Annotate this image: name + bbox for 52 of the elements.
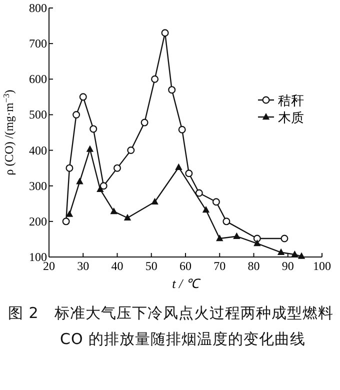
point	[233, 232, 240, 239]
point	[291, 250, 298, 258]
point	[151, 198, 158, 204]
point	[254, 239, 261, 246]
point	[114, 164, 121, 172]
point	[66, 164, 74, 172]
point	[90, 125, 98, 133]
point	[202, 206, 210, 213]
x-tick-label: 60	[180, 259, 192, 273]
point	[253, 234, 261, 242]
point	[62, 218, 70, 226]
point	[127, 146, 135, 154]
point	[178, 126, 186, 134]
point	[86, 145, 94, 152]
legend-label: 秸秆	[278, 94, 304, 109]
y-tick-label: 300	[29, 178, 47, 193]
point	[100, 182, 108, 190]
point	[195, 189, 203, 197]
point	[140, 118, 148, 126]
point	[222, 218, 230, 226]
point	[185, 170, 193, 178]
point	[277, 248, 285, 255]
x-tick-label: 80	[248, 259, 260, 273]
point	[175, 163, 182, 170]
point	[66, 210, 74, 217]
x-tick-label: 50	[145, 259, 158, 273]
y-tick-label: 600	[29, 72, 47, 86]
x-tick-label: 30	[77, 259, 90, 273]
y-tick-label: 500	[29, 108, 47, 122]
x-axis-title: t / ℃	[172, 276, 201, 291]
legend-label: 木质	[278, 111, 304, 126]
x-tick-label: 100	[313, 259, 331, 273]
text: 图 2 标准大气压下冷风点火过程两种成型燃料 CO 的排放量随排烟温度的变化曲线	[8, 303, 334, 350]
point	[110, 207, 118, 214]
y-tick-label: 400	[29, 143, 47, 158]
point	[168, 86, 176, 94]
point	[72, 110, 80, 118]
point	[76, 178, 84, 184]
y-tick-label: 800	[29, 1, 47, 15]
y-tick-label: 200	[29, 214, 47, 228]
point	[216, 234, 224, 242]
point	[161, 29, 169, 37]
point	[79, 93, 87, 101]
point	[151, 75, 159, 83]
x-tick-label: 90	[282, 259, 294, 273]
x-tick-label: 70	[214, 259, 226, 273]
point	[298, 252, 306, 259]
y-tick-label: 700	[29, 36, 47, 51]
point	[280, 234, 288, 242]
x-tick-label: 40	[111, 259, 124, 273]
point	[212, 198, 220, 206]
point	[124, 214, 132, 220]
